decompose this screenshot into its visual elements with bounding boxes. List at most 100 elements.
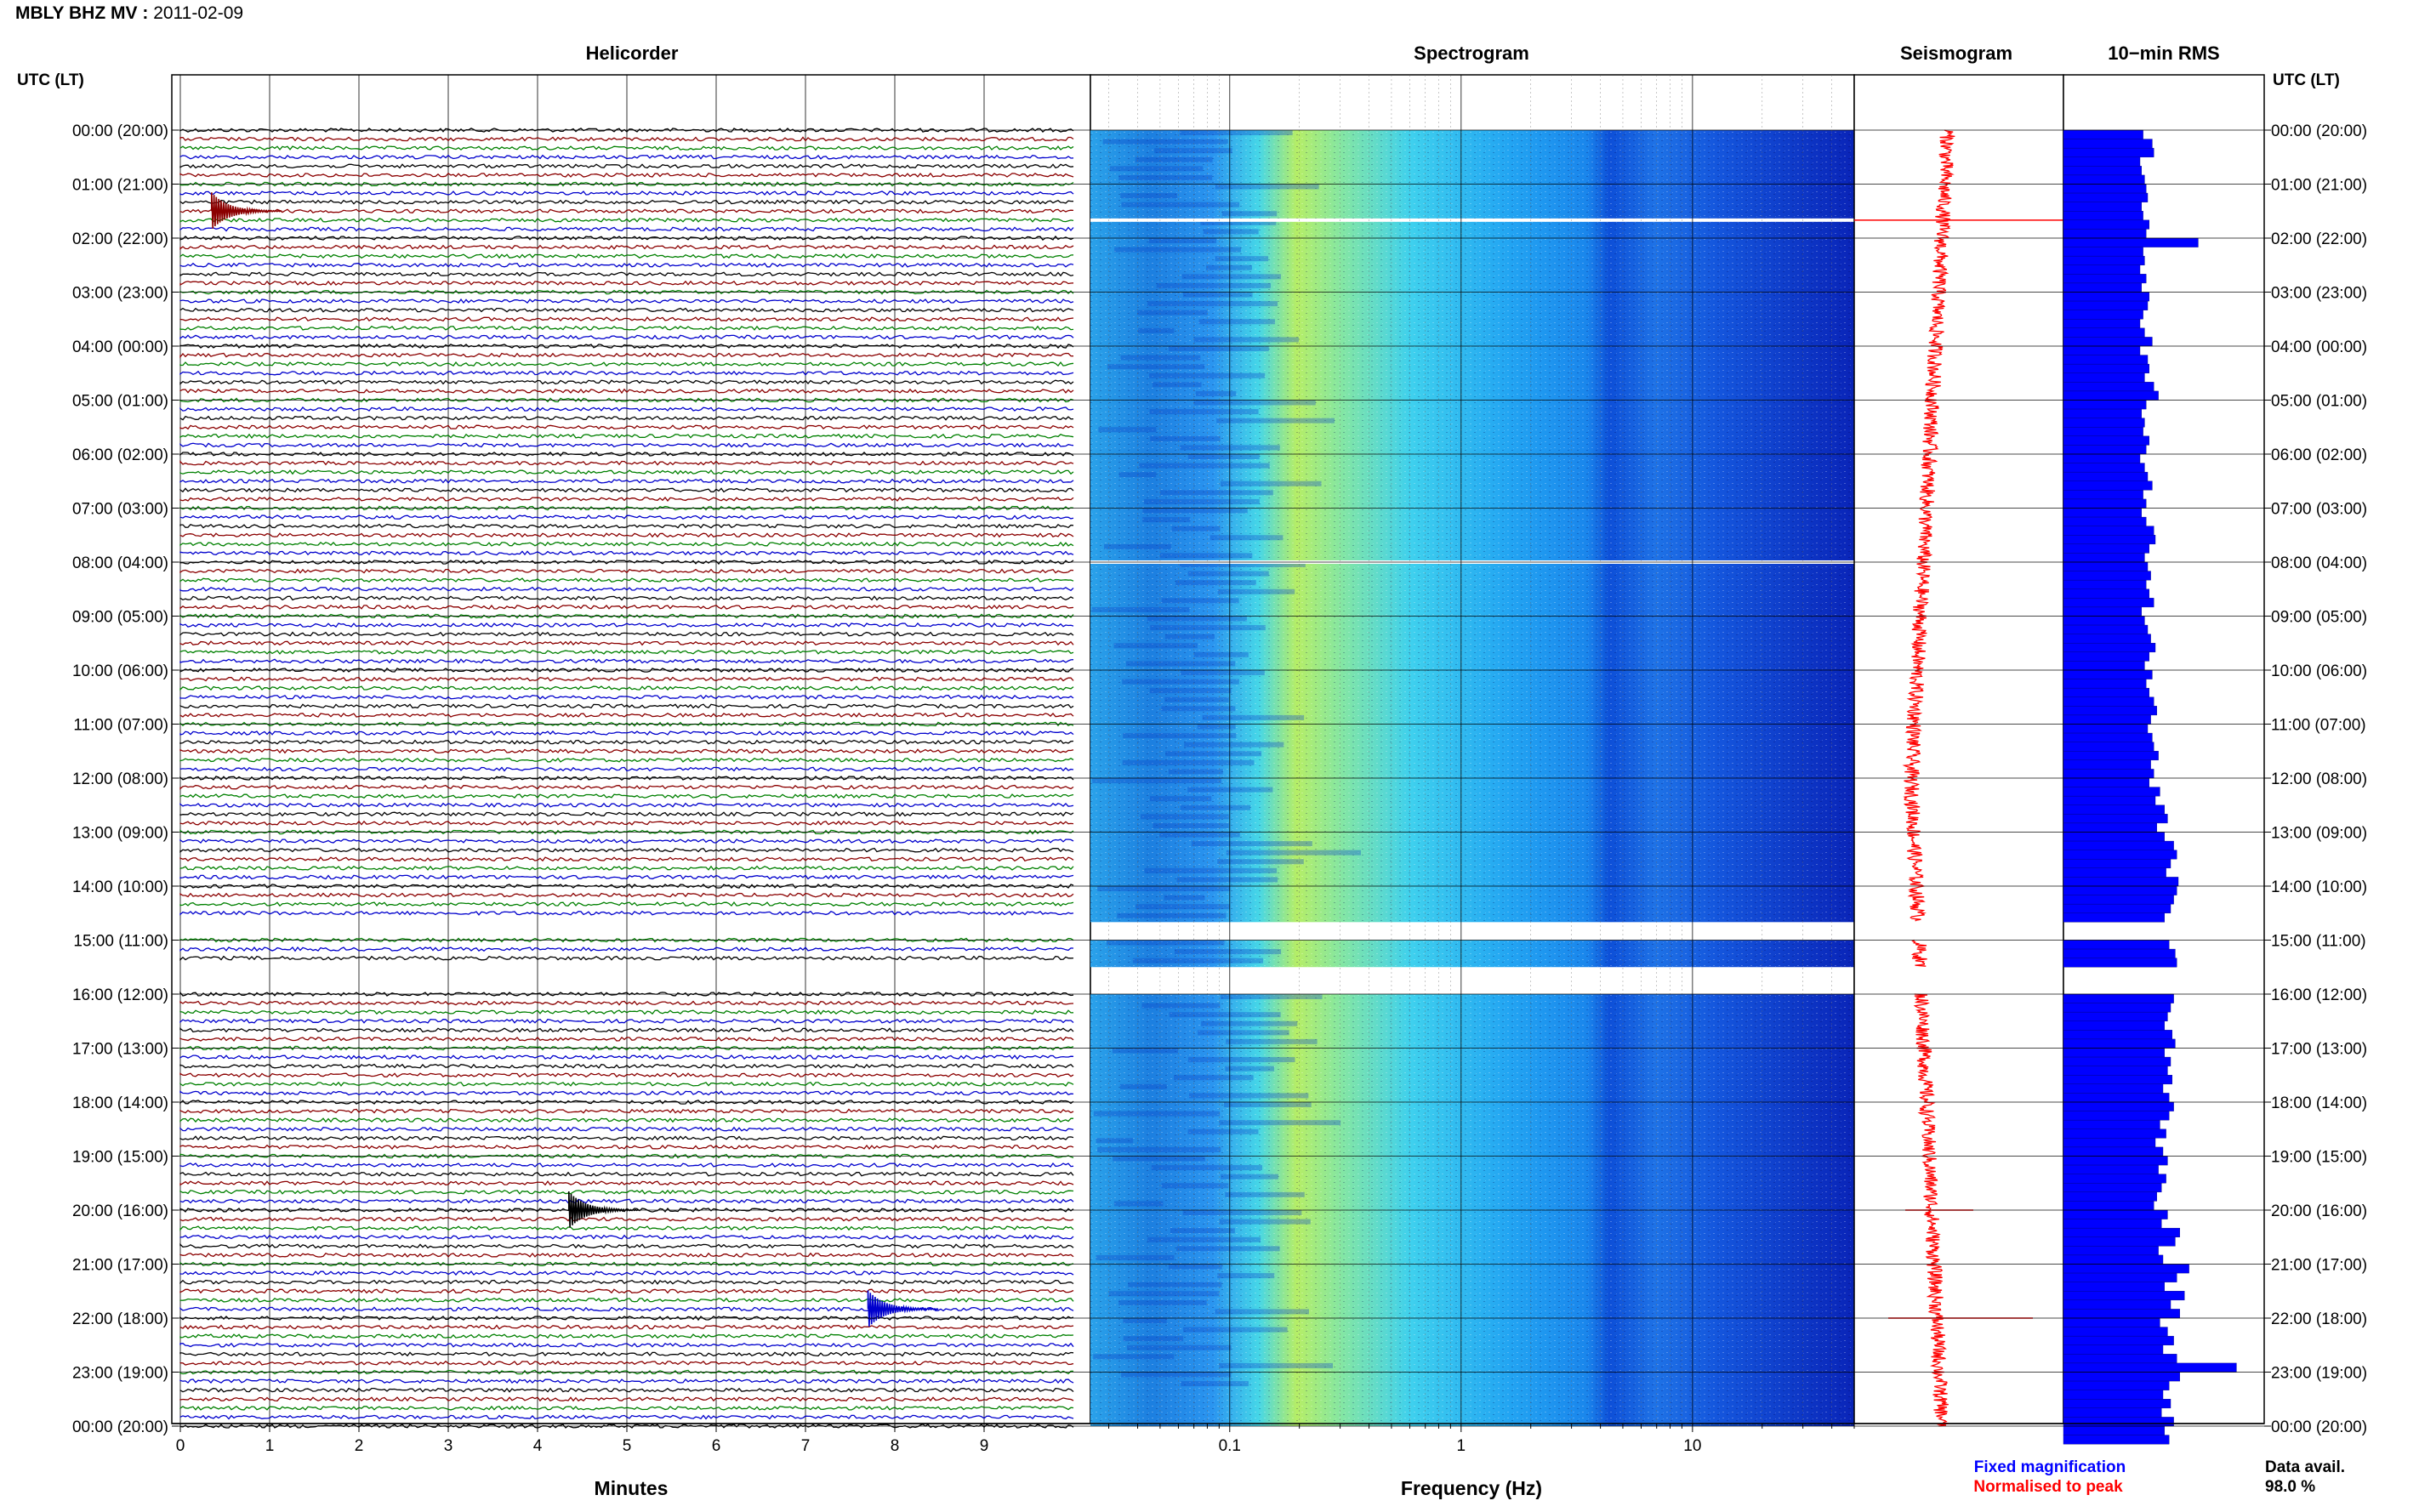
helicorder-trace bbox=[179, 937, 1074, 943]
helicorder-panel bbox=[171, 74, 1091, 1429]
helicorder-trace bbox=[179, 1234, 1074, 1240]
time-label-left: 04:00 (00:00) bbox=[72, 338, 168, 356]
spectrogram-row-variation bbox=[1164, 634, 1215, 639]
spectrogram-row-variation bbox=[1180, 804, 1251, 810]
time-label-left: 10:00 (06:00) bbox=[72, 662, 168, 680]
rms-bar bbox=[2063, 616, 2145, 626]
rms-bar bbox=[2063, 1417, 2174, 1427]
helicorder-trace bbox=[179, 145, 1074, 151]
spectrogram-row-variation bbox=[1181, 1381, 1249, 1387]
spectrogram-row-variation bbox=[1150, 435, 1221, 441]
spectrogram-row-variation bbox=[1096, 1254, 1175, 1260]
spectrogram-row-variation bbox=[1198, 319, 1275, 325]
rms-bar bbox=[2063, 184, 2147, 194]
spectrogram-row-variation bbox=[1195, 390, 1237, 396]
helicorder-trace bbox=[179, 1324, 1074, 1330]
time-label-left: 00:00 (20:00) bbox=[72, 122, 168, 140]
helicorder-trace bbox=[179, 802, 1074, 808]
spectrogram-row-variation bbox=[1175, 580, 1256, 586]
helicorder-trace bbox=[179, 415, 1074, 421]
spectrogram-row-variation bbox=[1176, 1246, 1280, 1252]
legend-normalised-to-peak: Normalised to peak bbox=[1973, 1478, 2123, 1496]
spectrogram-row-variation bbox=[1197, 724, 1236, 730]
time-label-right: 20:00 (16:00) bbox=[2271, 1202, 2367, 1220]
helicorder-trace bbox=[179, 1252, 1074, 1258]
rms-bar bbox=[2063, 1164, 2159, 1174]
rms-bar bbox=[2063, 1119, 2160, 1129]
spectrogram-panel bbox=[1090, 74, 1855, 1426]
spectrogram-row-variation bbox=[1091, 606, 1190, 612]
spectrogram-row-variation bbox=[1136, 904, 1230, 910]
spectrogram-row-variation bbox=[1123, 1336, 1184, 1342]
helicorder-trace bbox=[179, 532, 1074, 538]
rms-bar bbox=[2063, 300, 2149, 310]
time-label-left: 21:00 (17:00) bbox=[72, 1257, 168, 1275]
spectrogram-row-variation bbox=[1187, 787, 1273, 793]
helicorder-trace bbox=[179, 1270, 1074, 1276]
spectrogram-row-variation bbox=[1217, 1273, 1275, 1279]
helicorder-trace bbox=[179, 388, 1074, 395]
helicorder-trace bbox=[179, 325, 1074, 331]
rms-bar bbox=[2063, 706, 2158, 716]
rms-bar bbox=[2063, 310, 2143, 320]
helicorder-trace bbox=[179, 568, 1074, 574]
helicorder-trace bbox=[179, 244, 1074, 250]
rms-bar bbox=[2063, 400, 2147, 410]
spectrogram-row-variation bbox=[1122, 759, 1255, 765]
helicorder-trace bbox=[179, 1036, 1074, 1043]
rms-bar bbox=[2063, 553, 2145, 563]
helicorder-trace bbox=[179, 820, 1074, 826]
time-label-left: 03:00 (23:00) bbox=[72, 285, 168, 303]
rms-bar bbox=[2063, 651, 2150, 662]
rms-bar bbox=[2063, 1138, 2156, 1148]
time-label-left: 00:00 (20:00) bbox=[72, 1418, 168, 1436]
rms-bar bbox=[2063, 490, 2143, 500]
helicorder-trace bbox=[179, 370, 1074, 376]
helicorder-trace bbox=[179, 397, 1074, 403]
rms-bar bbox=[2063, 255, 2145, 265]
helicorder-trace bbox=[179, 1000, 1074, 1006]
rms-bar bbox=[2063, 993, 2174, 1003]
helicorder-trace bbox=[179, 1189, 1074, 1195]
rms-bar bbox=[2063, 1174, 2166, 1184]
spectrogram-row-variation bbox=[1119, 1083, 1167, 1089]
spectrogram-row-variation bbox=[1187, 571, 1269, 577]
rms-bar bbox=[2063, 1056, 2171, 1066]
time-label-right: 00:00 (20:00) bbox=[2271, 1418, 2367, 1436]
spectrogram-row-variation bbox=[1113, 1201, 1164, 1207]
rms-bar bbox=[2063, 211, 2143, 221]
time-label-left: 08:00 (04:00) bbox=[72, 554, 168, 572]
spectrogram-row-variation bbox=[1138, 327, 1175, 333]
helicorder-x-tick-label: 3 bbox=[444, 1437, 453, 1455]
rms-bar bbox=[2063, 867, 2166, 878]
time-label-right: 06:00 (02:00) bbox=[2271, 446, 2367, 464]
rms-bar bbox=[2063, 840, 2174, 850]
spectrogram-row-variation bbox=[1187, 1057, 1295, 1063]
helicorder-trace bbox=[179, 163, 1074, 169]
rms-bar bbox=[2063, 804, 2166, 815]
rms-bar bbox=[2063, 1317, 2160, 1327]
time-label-left: 09:00 (05:00) bbox=[72, 609, 168, 627]
rms-bar bbox=[2063, 247, 2143, 257]
spectrogram-row-variation bbox=[1187, 454, 1260, 459]
time-label-right: 00:00 (20:00) bbox=[2271, 122, 2367, 140]
helicorder-trace bbox=[179, 514, 1074, 520]
rms-bar bbox=[2063, 1038, 2176, 1049]
rms-bar bbox=[2063, 777, 2150, 787]
helicorder-trace bbox=[179, 190, 1074, 196]
helicorder-trace bbox=[179, 577, 1074, 583]
helicorder-trace bbox=[179, 496, 1074, 502]
spectrogram-row-variation bbox=[1184, 742, 1284, 747]
helicorder-x-tick-label: 8 bbox=[891, 1437, 900, 1455]
helicorder-trace bbox=[179, 217, 1074, 223]
rms-bar bbox=[2063, 1236, 2176, 1247]
rms-bar bbox=[2063, 1066, 2168, 1076]
rms-bar bbox=[2063, 598, 2154, 608]
helicorder-trace bbox=[179, 199, 1074, 205]
rms-bar bbox=[2063, 382, 2154, 392]
spectrogram-row-variation bbox=[1106, 940, 1225, 946]
helicorder-trace bbox=[179, 811, 1074, 817]
helicorder-trace bbox=[179, 604, 1074, 610]
spectrogram-row-variation bbox=[1165, 751, 1262, 757]
spectrogram-title: Spectrogram bbox=[1414, 43, 1529, 64]
